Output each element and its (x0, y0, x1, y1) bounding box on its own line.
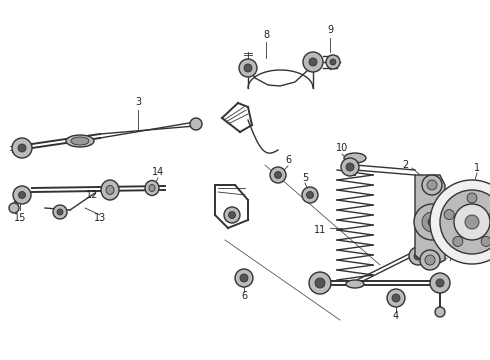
Circle shape (444, 210, 454, 220)
Circle shape (427, 180, 437, 190)
Ellipse shape (149, 185, 155, 192)
Ellipse shape (66, 135, 94, 147)
Text: 7: 7 (447, 253, 453, 263)
Ellipse shape (145, 180, 159, 195)
Text: 2: 2 (402, 160, 408, 170)
Circle shape (53, 205, 67, 219)
Circle shape (12, 138, 32, 158)
Circle shape (244, 64, 252, 72)
Circle shape (425, 255, 435, 265)
Circle shape (224, 207, 240, 223)
Circle shape (422, 175, 442, 195)
Circle shape (303, 52, 323, 72)
Circle shape (240, 274, 248, 282)
Circle shape (467, 193, 477, 203)
Circle shape (435, 307, 445, 317)
Text: 15: 15 (14, 213, 26, 223)
Circle shape (18, 144, 26, 152)
Text: 11: 11 (314, 225, 326, 235)
Circle shape (422, 212, 442, 232)
Circle shape (302, 187, 318, 203)
Text: 3: 3 (135, 97, 141, 107)
Circle shape (346, 163, 354, 171)
Text: 6: 6 (285, 155, 291, 165)
Circle shape (387, 289, 405, 307)
Ellipse shape (106, 185, 114, 194)
Circle shape (228, 212, 236, 219)
Ellipse shape (344, 153, 366, 163)
Circle shape (465, 215, 479, 229)
Circle shape (235, 269, 253, 287)
Circle shape (9, 203, 19, 213)
Circle shape (430, 180, 490, 264)
Circle shape (190, 118, 202, 130)
Polygon shape (415, 175, 445, 268)
Circle shape (481, 237, 490, 246)
Circle shape (13, 186, 31, 204)
Ellipse shape (71, 137, 89, 145)
Circle shape (57, 209, 63, 215)
Circle shape (436, 279, 444, 287)
Circle shape (341, 158, 359, 176)
Circle shape (414, 252, 422, 260)
Text: 4: 4 (393, 311, 399, 321)
Text: 6: 6 (241, 291, 247, 301)
Text: 10: 10 (336, 143, 348, 153)
Circle shape (453, 237, 463, 246)
Text: 8: 8 (263, 30, 269, 40)
Circle shape (239, 59, 257, 77)
Circle shape (428, 218, 436, 226)
Text: 5: 5 (302, 173, 308, 183)
Circle shape (315, 278, 325, 288)
Circle shape (19, 192, 25, 198)
Circle shape (270, 167, 286, 183)
Text: 14: 14 (152, 167, 164, 177)
Circle shape (414, 204, 450, 240)
Circle shape (392, 294, 400, 302)
Text: 12: 12 (86, 190, 98, 200)
Circle shape (330, 59, 336, 65)
Circle shape (326, 55, 340, 69)
Ellipse shape (346, 280, 364, 288)
Circle shape (420, 250, 440, 270)
Text: 1: 1 (474, 163, 480, 173)
Ellipse shape (101, 180, 119, 200)
Circle shape (430, 273, 450, 293)
Circle shape (309, 58, 317, 66)
Circle shape (307, 192, 314, 198)
Circle shape (274, 171, 281, 179)
Circle shape (409, 247, 427, 265)
Circle shape (440, 190, 490, 254)
Circle shape (309, 272, 331, 294)
Circle shape (454, 204, 490, 240)
Text: 9: 9 (327, 25, 333, 35)
Text: 13: 13 (94, 213, 106, 223)
